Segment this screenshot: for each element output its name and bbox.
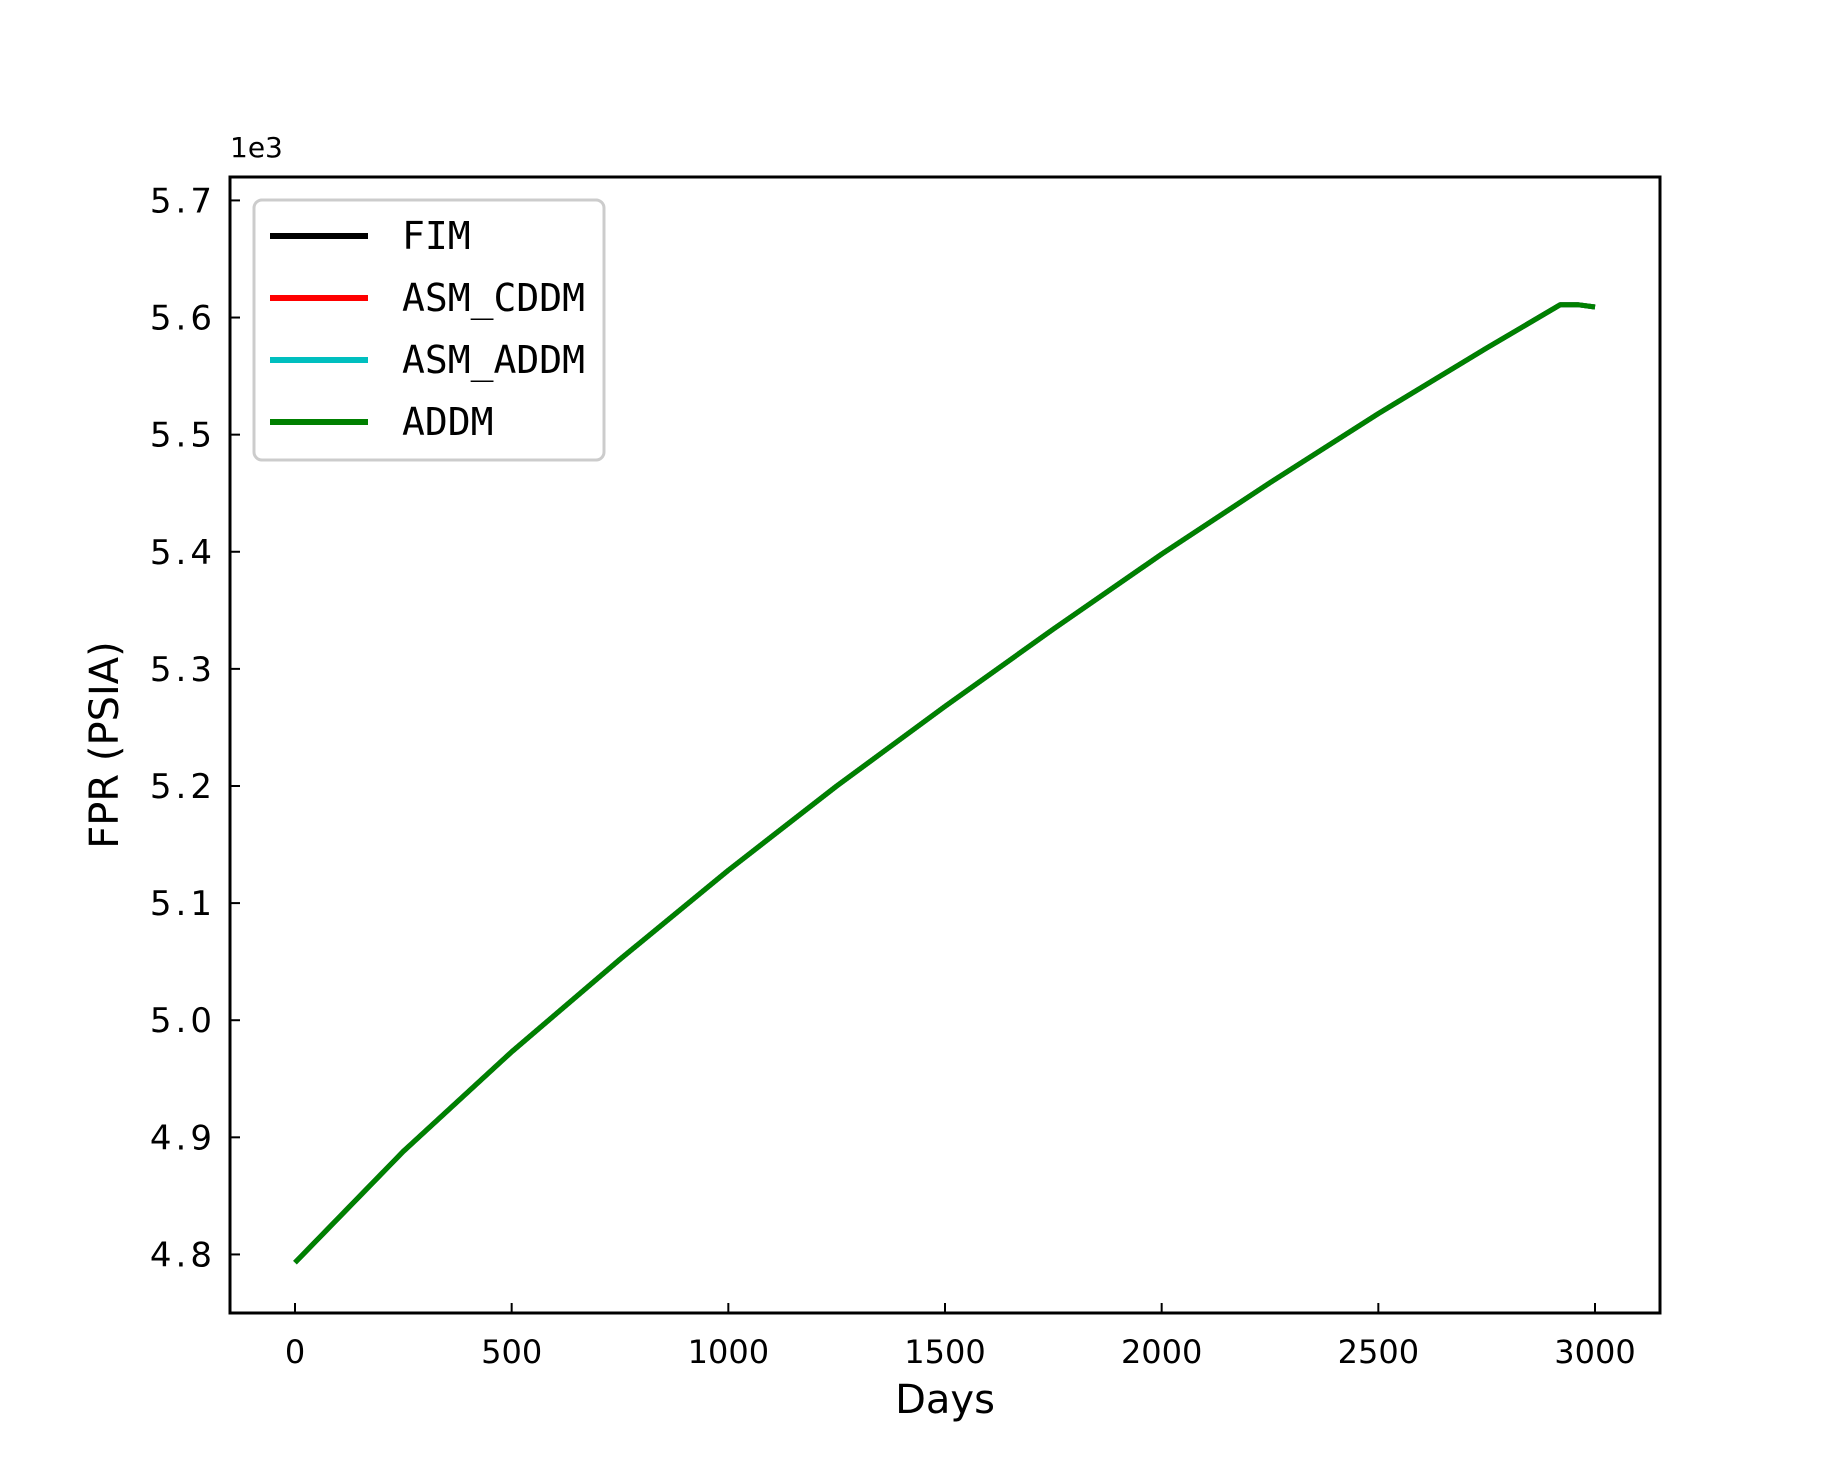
x-tick-label: 2000 [1121,1333,1202,1371]
series-layer [293,302,1596,1265]
legend-label: FIM [402,214,471,258]
y-tick-label: 5.4 [150,533,216,573]
legend-box [252,198,606,462]
legend-label: ADDM [402,400,494,444]
x-tick-label: 0 [285,1333,305,1371]
x-tick-label: 500 [481,1333,542,1371]
legend: FIM ASM_CDDM ASM_ADDM ADDM [252,198,606,462]
y-tick-label: 5.2 [150,767,216,807]
y-axis-offset-label: 1e3 [230,131,283,164]
x-tick-label: 3000 [1554,1333,1635,1371]
x-tick-label: 1500 [904,1333,985,1371]
y-tick-label: 4.9 [150,1118,216,1158]
y-tick-label: 5.5 [150,416,216,456]
x-axis-label: Days [895,1377,995,1423]
y-tick-label: 5.7 [150,181,216,221]
ticks-layer: 0 500 1000 1500 2000 2500 3000 4.8 4.9 5.0 5.1 5.2 5… [150,181,1636,1371]
y-tick-label: 4.8 [150,1235,216,1275]
y-tick-label: 5.3 [150,650,216,690]
y-tick-label: 5.6 [150,299,216,339]
x-tick-label: 2500 [1338,1333,1419,1371]
x-tick-label: 1000 [688,1333,769,1371]
legend-items: FIM ASM_CDDM ASM_ADDM ADDM [270,214,585,444]
legend-label: ASM_ADDM [402,338,585,383]
series-line-addm [293,302,1596,1265]
y-axis-label: FPR (PSIA) [82,641,128,849]
y-tick-label: 5.0 [150,1001,216,1041]
y-tick-label: 5.1 [150,884,216,924]
legend-label: ASM_CDDM [402,276,585,321]
